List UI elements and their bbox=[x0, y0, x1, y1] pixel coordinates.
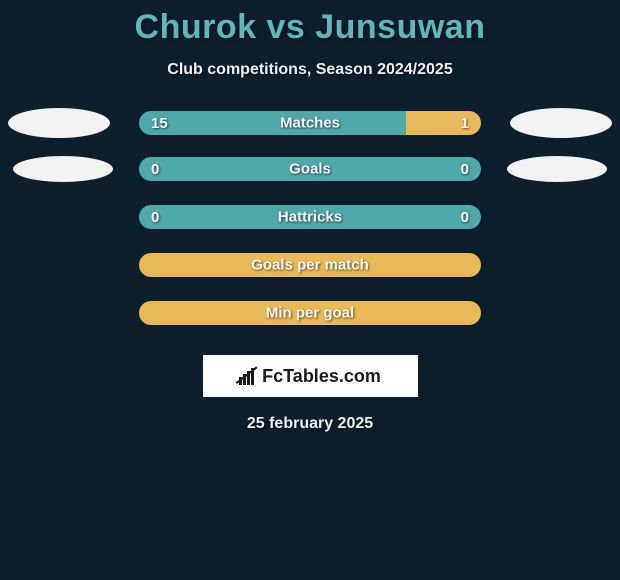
chart-icon bbox=[239, 367, 258, 385]
stat-value-left: 0 bbox=[151, 161, 159, 178]
stat-label: Goals bbox=[289, 161, 331, 178]
stat-row-hattricks: 0 0 Hattricks bbox=[0, 203, 620, 231]
stat-value-left: 0 bbox=[151, 209, 159, 226]
stat-bar-gpm: Goals per match bbox=[139, 253, 481, 277]
stat-label: Goals per match bbox=[251, 257, 369, 274]
stat-label: Hattricks bbox=[278, 209, 342, 226]
stat-value-right: 0 bbox=[461, 161, 469, 178]
stat-bar-matches: 15 1 Matches bbox=[139, 111, 481, 135]
player2-badge bbox=[507, 156, 607, 182]
stats-container: 15 1 Matches 0 0 Goals bbox=[0, 109, 620, 327]
stat-row-gpm: Goals per match bbox=[0, 251, 620, 279]
page-title: Churok vs Junsuwan bbox=[0, 0, 620, 47]
stat-row-mpg: Min per goal bbox=[0, 299, 620, 327]
stat-row-goals: 0 0 Goals bbox=[0, 155, 620, 183]
brand-text: FcTables.com bbox=[262, 366, 381, 387]
stat-bar-right: 1 bbox=[406, 111, 481, 135]
stat-label: Matches bbox=[280, 115, 340, 132]
player1-badge bbox=[13, 156, 113, 182]
stat-value-right: 0 bbox=[461, 209, 469, 226]
stat-bar-goals: 0 0 Goals bbox=[139, 157, 481, 181]
stat-bar-left: 15 bbox=[139, 111, 406, 135]
stat-row-matches: 15 1 Matches bbox=[0, 109, 620, 137]
player1-badge bbox=[8, 108, 110, 138]
subtitle: Club competitions, Season 2024/2025 bbox=[0, 61, 620, 79]
stat-label: Min per goal bbox=[266, 305, 354, 322]
stat-bar-mpg: Min per goal bbox=[139, 301, 481, 325]
stat-value-right: 1 bbox=[461, 115, 469, 132]
date-text: 25 february 2025 bbox=[0, 415, 620, 433]
player2-badge bbox=[510, 108, 612, 138]
stat-bar-hattricks: 0 0 Hattricks bbox=[139, 205, 481, 229]
stat-value-left: 15 bbox=[151, 115, 168, 132]
brand-logo[interactable]: FcTables.com bbox=[203, 355, 418, 397]
